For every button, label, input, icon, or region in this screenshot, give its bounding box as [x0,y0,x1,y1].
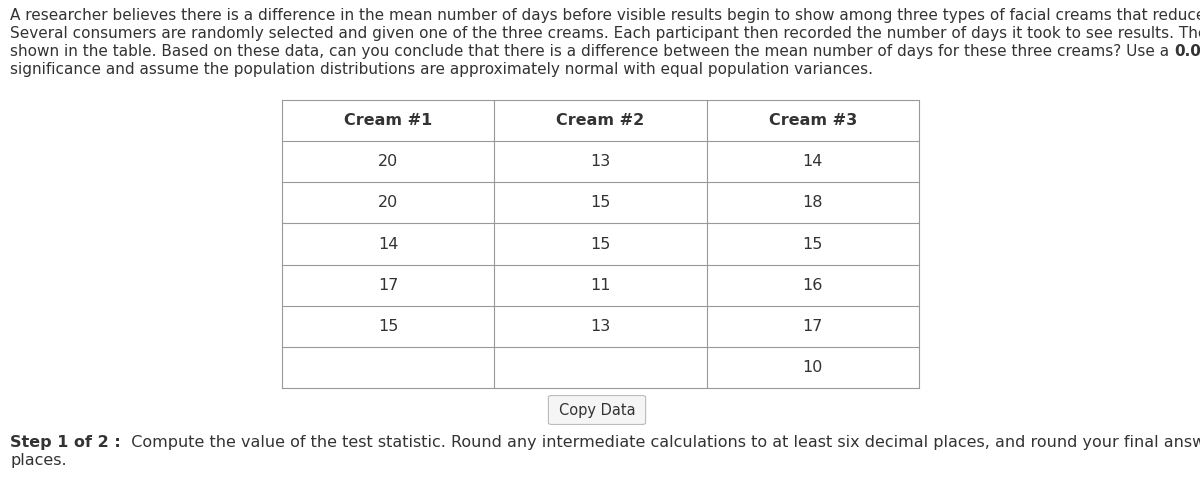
Text: places.: places. [10,453,67,468]
Text: 14: 14 [803,154,823,169]
Text: Several consumers are randomly selected and given one of the three creams. Each : Several consumers are randomly selected … [10,26,1200,41]
Text: 15: 15 [590,195,611,210]
Text: Compute the value of the test statistic. Round any intermediate calculations to : Compute the value of the test statistic.… [121,435,1200,450]
Text: 18: 18 [803,195,823,210]
Text: Cream #3: Cream #3 [769,113,857,128]
Text: 15: 15 [378,319,398,334]
Text: 20: 20 [378,195,398,210]
Text: 11: 11 [590,278,611,293]
Text: 13: 13 [590,319,611,334]
Text: 15: 15 [590,237,611,251]
Text: Cream #2: Cream #2 [557,113,644,128]
Text: 13: 13 [590,154,611,169]
Text: A researcher believes there is a difference in the mean number of days before vi: A researcher believes there is a differe… [10,8,1200,23]
Text: shown in the table. Based on these data, can you conclude that there is a differ: shown in the table. Based on these data,… [10,44,1174,59]
Text: 17: 17 [803,319,823,334]
Text: Copy Data: Copy Data [559,402,635,417]
Text: 16: 16 [803,278,823,293]
Text: 20: 20 [378,154,398,169]
Text: 14: 14 [378,237,398,251]
Text: significance and assume the population distributions are approximately normal wi: significance and assume the population d… [10,62,874,77]
Text: Cream #1: Cream #1 [344,113,432,128]
Text: 0.05: 0.05 [1174,44,1200,59]
Text: Step 1 of 2 :: Step 1 of 2 : [10,435,121,450]
Text: 10: 10 [803,360,823,375]
Text: 17: 17 [378,278,398,293]
Text: 15: 15 [803,237,823,251]
